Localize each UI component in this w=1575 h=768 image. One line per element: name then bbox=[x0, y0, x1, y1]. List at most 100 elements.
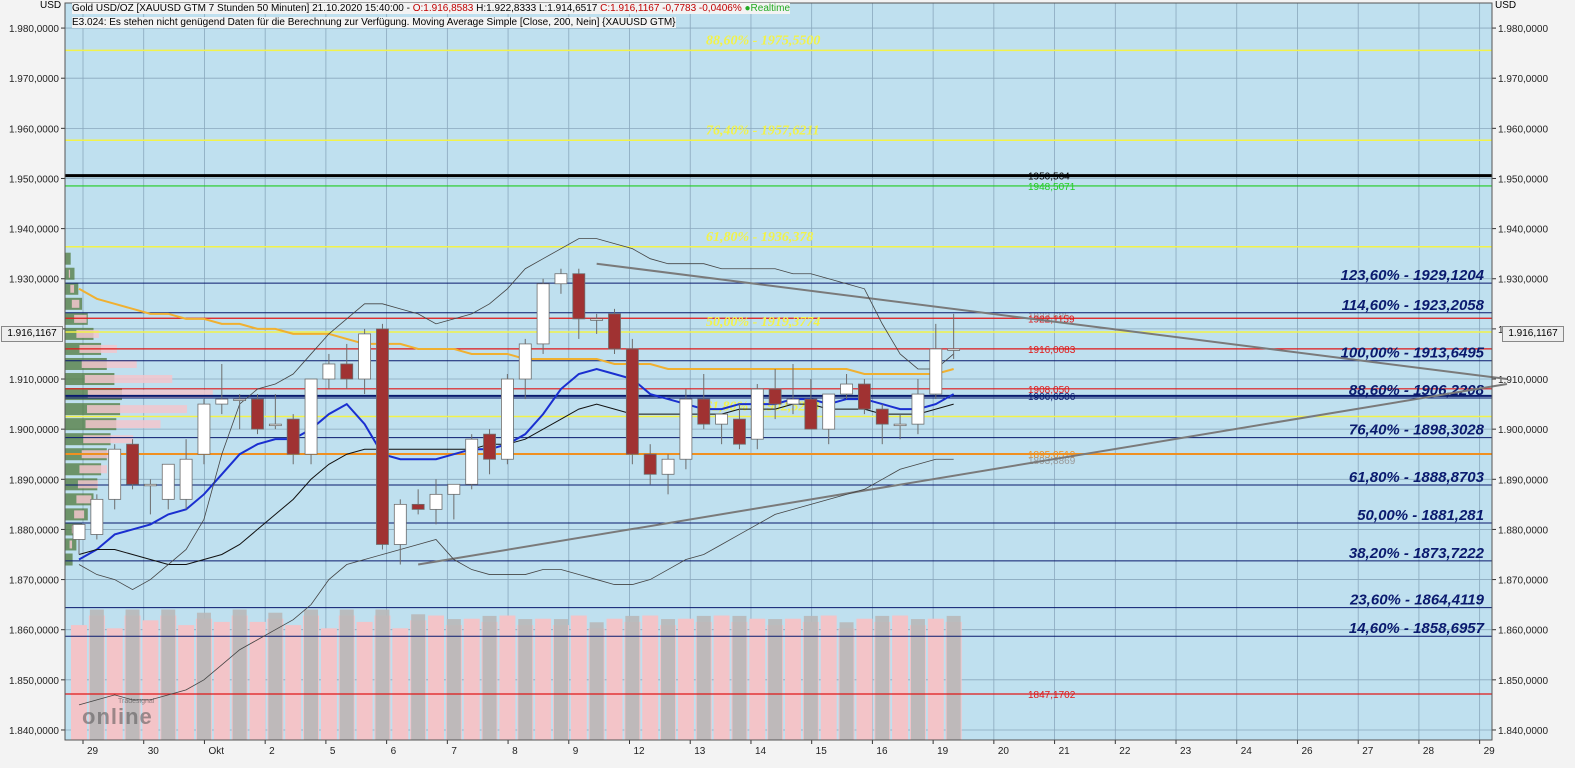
info-message: E3.024: Es stehen nicht genügend Daten f… bbox=[72, 17, 676, 28]
candle-bull bbox=[90, 498, 104, 535]
fib-label-navy: 23,60% - 1864,4119 bbox=[1349, 592, 1485, 609]
candle-bull bbox=[893, 423, 907, 427]
header-line-2: E3.024: Es stehen nicht genügend Daten f… bbox=[72, 17, 676, 28]
volume-bar-gray bbox=[768, 619, 783, 740]
level-label: 1922,685 bbox=[1028, 311, 1070, 322]
volume-bar-gray bbox=[411, 614, 426, 740]
profile-bar-green bbox=[65, 553, 73, 566]
candle-bull bbox=[161, 463, 175, 500]
volume-bar-pink bbox=[356, 621, 373, 740]
profile-bar-pink bbox=[77, 480, 98, 489]
volume-bar-pink bbox=[71, 625, 87, 740]
candle-bull bbox=[233, 398, 247, 401]
level-label: 1908,050 bbox=[1028, 385, 1070, 396]
x-tick-label: 14 bbox=[755, 746, 767, 757]
header-close: C:1.916,1167 -0,7783 -0,0406% bbox=[600, 3, 742, 14]
x-tick-label: 13 bbox=[694, 746, 706, 757]
candle-bull bbox=[143, 483, 157, 487]
profile-bar-pink bbox=[76, 329, 99, 338]
volume-bar-gray bbox=[232, 609, 247, 740]
profile-bar-pink bbox=[87, 390, 213, 399]
volume-bar-pink bbox=[285, 625, 302, 740]
profile-bar-pink bbox=[76, 495, 92, 504]
volume-bar-gray bbox=[732, 615, 747, 740]
volume-bar-gray bbox=[339, 609, 354, 740]
volume-bar-pink bbox=[142, 620, 159, 740]
candle-bull bbox=[840, 383, 853, 395]
volume-bar-pink bbox=[677, 618, 694, 740]
candle-bull bbox=[179, 458, 193, 500]
volume-bar-gray bbox=[125, 609, 140, 740]
volume-bar-gray bbox=[696, 615, 711, 740]
candle-bull bbox=[358, 333, 372, 380]
tradesignal-logo: Tradesignal online bbox=[78, 698, 178, 730]
volume-bar-gray bbox=[589, 622, 604, 740]
y-tick-label-left: 1.860,0000 bbox=[9, 626, 59, 637]
x-tick-label: 29 bbox=[87, 746, 99, 757]
candle-bull bbox=[197, 403, 211, 455]
fib-label-yellow: 76,40% - 1957,6211 bbox=[706, 123, 820, 138]
ma-line-bollinger_upper bbox=[78, 238, 954, 591]
volume-bar-pink bbox=[392, 628, 409, 740]
fib-label-navy: 50,00% - 1881,281 bbox=[1357, 507, 1484, 524]
volume-bar-pink bbox=[749, 618, 766, 740]
candle-bull bbox=[661, 458, 675, 475]
y-tick-label-left: 1.930,0000 bbox=[9, 275, 59, 286]
volume-bar-pink bbox=[499, 615, 516, 740]
volume-bar-gray bbox=[946, 615, 961, 740]
candle-bear bbox=[286, 418, 300, 455]
header-title: Gold USD/OZ [XAUUSD GTM 7 Stunden 50 Min… bbox=[72, 3, 413, 14]
y-tick-label-left: 1.980,0000 bbox=[9, 24, 59, 35]
profile-bar-pink bbox=[71, 299, 80, 308]
fib-label-navy: 76,40% - 1898,3028 bbox=[1349, 422, 1485, 439]
x-tick-label: 20 bbox=[998, 746, 1010, 757]
volume-bar-gray bbox=[89, 609, 104, 740]
volume-bar-gray bbox=[839, 622, 854, 740]
plot-background bbox=[64, 2, 1493, 741]
profile-bar-pink bbox=[74, 314, 87, 323]
x-tick-label: 8 bbox=[512, 746, 518, 757]
candle-bull bbox=[304, 378, 318, 455]
x-tick-label: 26 bbox=[1301, 746, 1313, 757]
volume-bar-gray bbox=[518, 619, 533, 740]
y-tick-label-right: 1.960,0000 bbox=[1498, 124, 1548, 135]
candle-bull bbox=[911, 393, 925, 425]
candle-bear bbox=[643, 453, 657, 475]
candle-bull bbox=[536, 283, 550, 345]
fib-label-navy: 88,60% - 1906,2208 bbox=[1349, 382, 1485, 399]
fib-label-navy: 38,20% - 1873,7222 bbox=[1349, 545, 1485, 562]
candle-bear bbox=[768, 388, 782, 405]
candle-bull bbox=[429, 493, 443, 510]
x-tick-label: 28 bbox=[1423, 746, 1435, 757]
fib-label-yellow: 61,80% - 1936,378 bbox=[706, 230, 813, 245]
candle-bear bbox=[251, 398, 264, 430]
y-tick-label-right: 1.870,0000 bbox=[1498, 576, 1548, 587]
profile-bar-pink bbox=[87, 405, 188, 414]
x-tick-label: 5 bbox=[330, 746, 336, 757]
logo-main-text: online bbox=[82, 704, 153, 729]
candle-bear bbox=[411, 503, 425, 510]
candle-bear bbox=[875, 408, 889, 425]
profile-bar-pink bbox=[68, 269, 71, 278]
volume-bar-pink bbox=[642, 615, 659, 740]
candle-bear bbox=[625, 348, 639, 455]
level-label: 1922,1159 bbox=[1028, 314, 1075, 325]
x-tick-label: 22 bbox=[1119, 746, 1131, 757]
volume-bar-pink bbox=[428, 615, 444, 740]
candle-bull bbox=[393, 503, 407, 545]
volume-bar-gray bbox=[161, 609, 176, 740]
y-tick-label-right: 1.950,0000 bbox=[1498, 174, 1548, 185]
fib-label-navy: 14,60% - 1858,6957 bbox=[1349, 620, 1485, 637]
volume-bar-gray bbox=[268, 612, 283, 740]
ma-line-bollinger_lower bbox=[78, 458, 954, 706]
y-tick-label-right: 1.850,0000 bbox=[1498, 676, 1548, 687]
profile-bar-pink bbox=[74, 510, 85, 519]
profile-bar-pink bbox=[69, 540, 73, 549]
y-tick-label-left: 1.840,0000 bbox=[9, 726, 59, 737]
x-tick-label: 30 bbox=[148, 746, 160, 757]
candle-bear bbox=[733, 418, 746, 445]
candle-bull bbox=[108, 448, 122, 500]
candle-bull bbox=[72, 524, 86, 540]
y-tick-label-left: 1.910,0000 bbox=[9, 375, 59, 386]
